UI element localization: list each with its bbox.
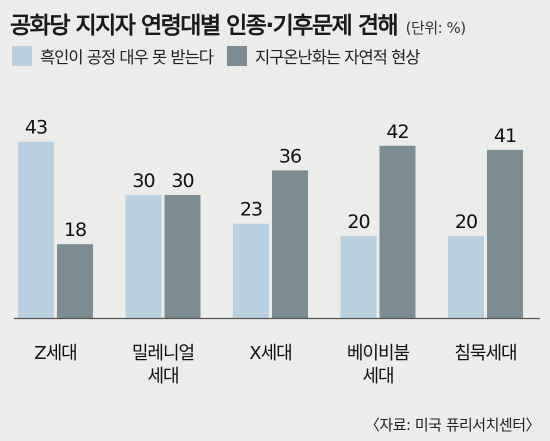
data-label-2-3: 36: [279, 145, 301, 167]
legend-item-series-1: 흑인이 공정 대우 못 받는다: [12, 44, 214, 68]
legend-label-series-2: 지구온난화는 자연적 현상: [254, 48, 420, 67]
bar-1-2: [125, 195, 162, 318]
category-label-1: Z세대: [34, 343, 76, 364]
data-label-2-5: 41: [494, 125, 516, 147]
legend: 흑인이 공정 대우 못 받는다 지구온난화는 자연적 현상: [12, 44, 420, 68]
unit-label: (단위: %): [405, 19, 466, 37]
data-label-2-4: 42: [386, 121, 408, 143]
category-label-3: X세대: [249, 343, 291, 364]
data-label-1-2: 30: [132, 170, 154, 192]
category-label-2-line-1: 밀레니얼: [132, 343, 194, 364]
bar-2-4: [379, 145, 416, 318]
legend-swatch-series-1: [12, 46, 32, 66]
bar-1-4: [340, 236, 377, 318]
category-label-4-line-1: 베이비붐: [347, 343, 410, 364]
data-label-2-2: 30: [171, 170, 193, 192]
data-label-1-4: 20: [347, 211, 369, 233]
data-label-1-5: 20: [455, 211, 477, 233]
bar-2-2: [164, 195, 201, 318]
data-label-1-1: 43: [25, 117, 47, 139]
legend-swatch-series-2: [226, 46, 247, 66]
bar-2-1: [57, 244, 93, 318]
legend-item-series-2: 지구온난화는 자연적 현상: [226, 44, 420, 68]
data-label-1-3: 23: [240, 199, 262, 221]
bar-1-5: [448, 236, 484, 318]
legend-label-series-1: 흑인이 공정 대우 못 받는다: [40, 48, 214, 67]
category-label-2-line-2: 세대: [147, 366, 178, 387]
data-label-2-1: 18: [64, 219, 86, 241]
bar-2-5: [487, 149, 523, 318]
bar-2-3: [272, 170, 308, 318]
bar-1-3: [233, 223, 269, 318]
bar-1-1: [18, 141, 54, 318]
source-note: 〈자료: 미국 퓨리서치센터〉: [364, 416, 541, 434]
title-text: 공화당 지지자 연령대별 인종·기후문제 견해: [10, 13, 399, 39]
category-label-4-line-2: 세대: [362, 366, 393, 387]
category-label-5: 침묵세대: [454, 343, 516, 364]
chart-title: 공화당 지지자 연령대별 인종·기후문제 견해 (단위: %): [10, 6, 466, 40]
